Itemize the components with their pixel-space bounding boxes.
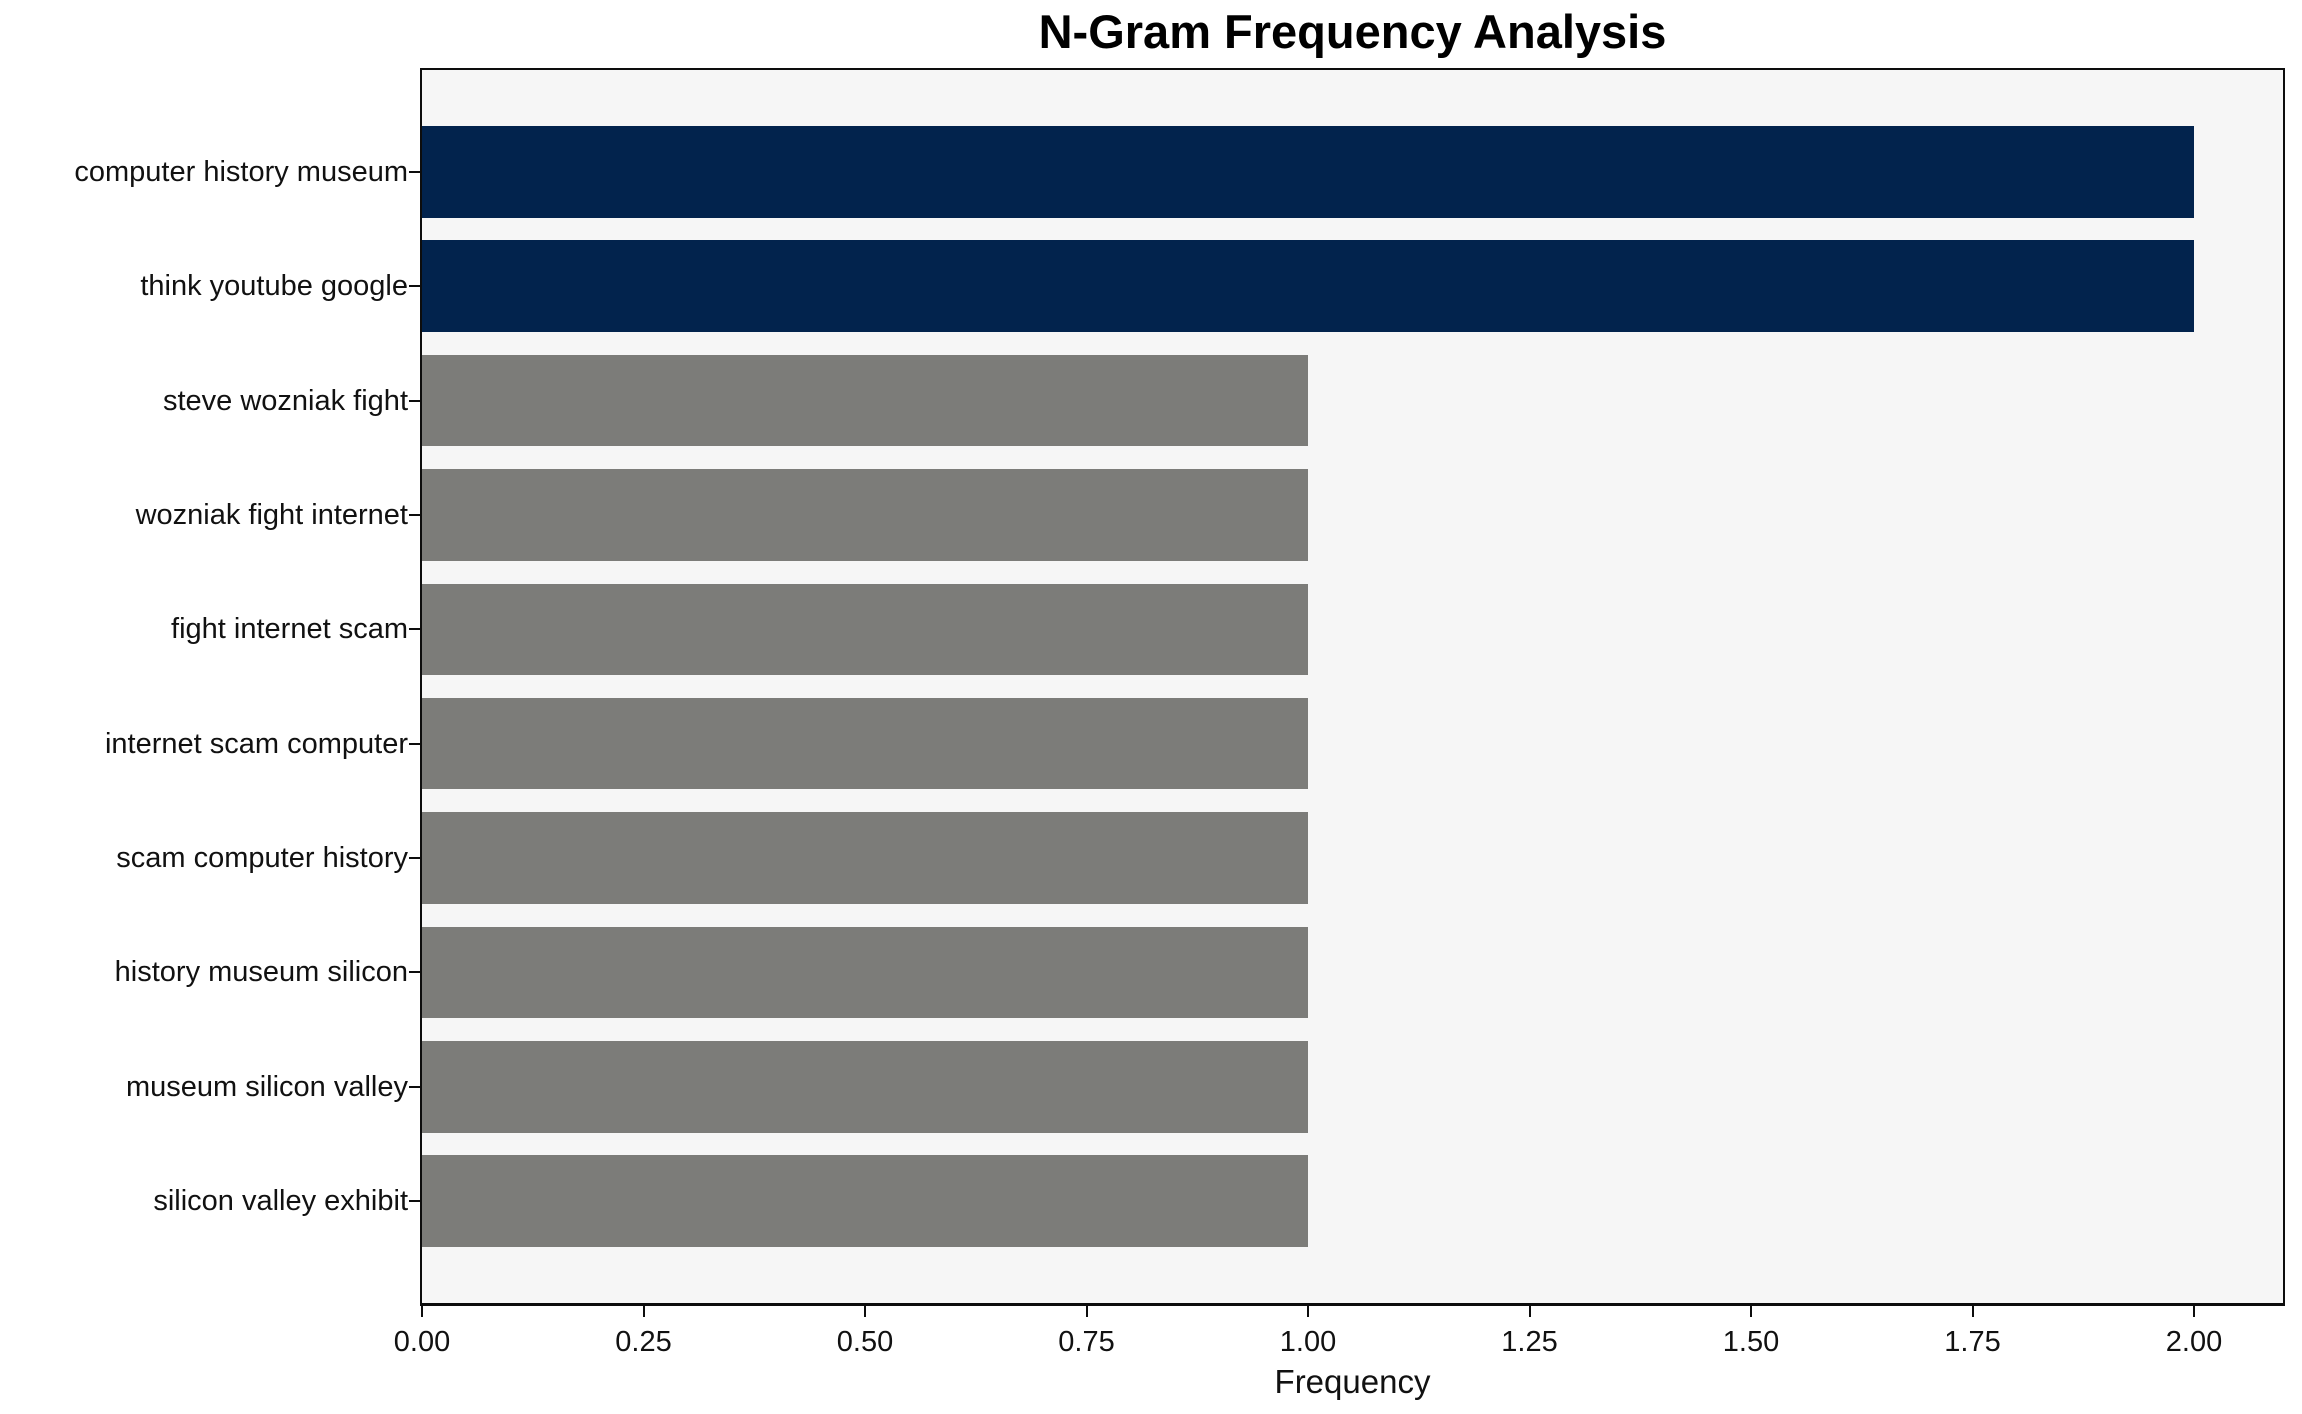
- x-tick-label: 1.25: [1501, 1326, 1558, 1358]
- x-tick-label: 0.50: [836, 1326, 894, 1358]
- bar-internet-scam-computer: [422, 697, 1308, 790]
- bar-museum-silicon-valley: [422, 1041, 1308, 1133]
- y-tick-label: scam computer history: [116, 842, 408, 875]
- x-tick-label: 0.25: [615, 1326, 672, 1358]
- x-tick-mark: [1971, 1304, 1974, 1317]
- y-tick-mark: [409, 1085, 422, 1088]
- y-tick-label: silicon valley exhibit: [153, 1185, 408, 1218]
- bar-fight-internet-scam: [422, 583, 1308, 676]
- x-tick-label: 1.75: [1944, 1326, 2001, 1358]
- x-tick-mark: [864, 1304, 866, 1317]
- x-tick-mark: [421, 1304, 423, 1317]
- x-tick-label: 0.00: [393, 1326, 451, 1358]
- bar-computer-history-museum: [422, 126, 2194, 218]
- y-tick-mark: [409, 628, 422, 631]
- chart-title: N-Gram Frequency Analysis: [1038, 5, 1667, 58]
- bar-scam-computer-history: [422, 812, 1308, 904]
- y-tick-mark: [409, 513, 422, 516]
- y-tick-mark: [409, 857, 422, 860]
- bar-history-museum-silicon: [422, 926, 1308, 1019]
- x-tick-label: 2.00: [2165, 1326, 2223, 1358]
- y-tick-label: think youtube google: [140, 270, 408, 303]
- y-tick-label: wozniak fight internet: [135, 498, 408, 531]
- y-tick-mark: [409, 285, 422, 288]
- y-tick-mark: [409, 742, 422, 745]
- y-tick-mark: [409, 1200, 422, 1203]
- y-tick-mark: [409, 170, 422, 173]
- bar-silicon-valley-exhibit: [422, 1155, 1308, 1247]
- y-tick-mark: [409, 971, 422, 974]
- y-tick-label: museum silicon valley: [125, 1070, 408, 1103]
- bar-steve-wozniak-fight: [422, 354, 1308, 447]
- y-axis: computer history museum think youtube goo…: [0, 70, 408, 1303]
- plot-area: 0.00 0.25 0.50 0.75 1.00 1.25 1.50 1.75 2.00: [394, 68, 2285, 1358]
- x-tick-mark: [642, 1304, 645, 1317]
- y-tick-label: internet scam computer: [104, 727, 408, 760]
- y-tick-label: fight internet scam: [171, 613, 408, 646]
- x-tick-label: 1.50: [1722, 1326, 1780, 1358]
- y-tick-mark: [409, 399, 422, 402]
- bar-think-youtube-google: [422, 240, 2194, 332]
- x-tick-label: 0.75: [1058, 1326, 1115, 1358]
- bar-wozniak-fight-internet: [422, 469, 1308, 561]
- x-axis-title: Frequency: [1274, 1363, 1431, 1400]
- x-tick-mark: [2193, 1304, 2195, 1317]
- x-tick-mark: [1750, 1304, 1752, 1317]
- x-tick-label: 1.00: [1279, 1326, 1337, 1358]
- x-tick-mark: [1085, 1304, 1088, 1317]
- x-tick-mark: [1307, 1304, 1309, 1317]
- y-tick-label: steve wozniak fight: [162, 384, 408, 417]
- y-tick-label: computer history museum: [74, 155, 408, 188]
- y-tick-label: history museum silicon: [114, 956, 408, 989]
- x-tick-mark: [1528, 1304, 1531, 1317]
